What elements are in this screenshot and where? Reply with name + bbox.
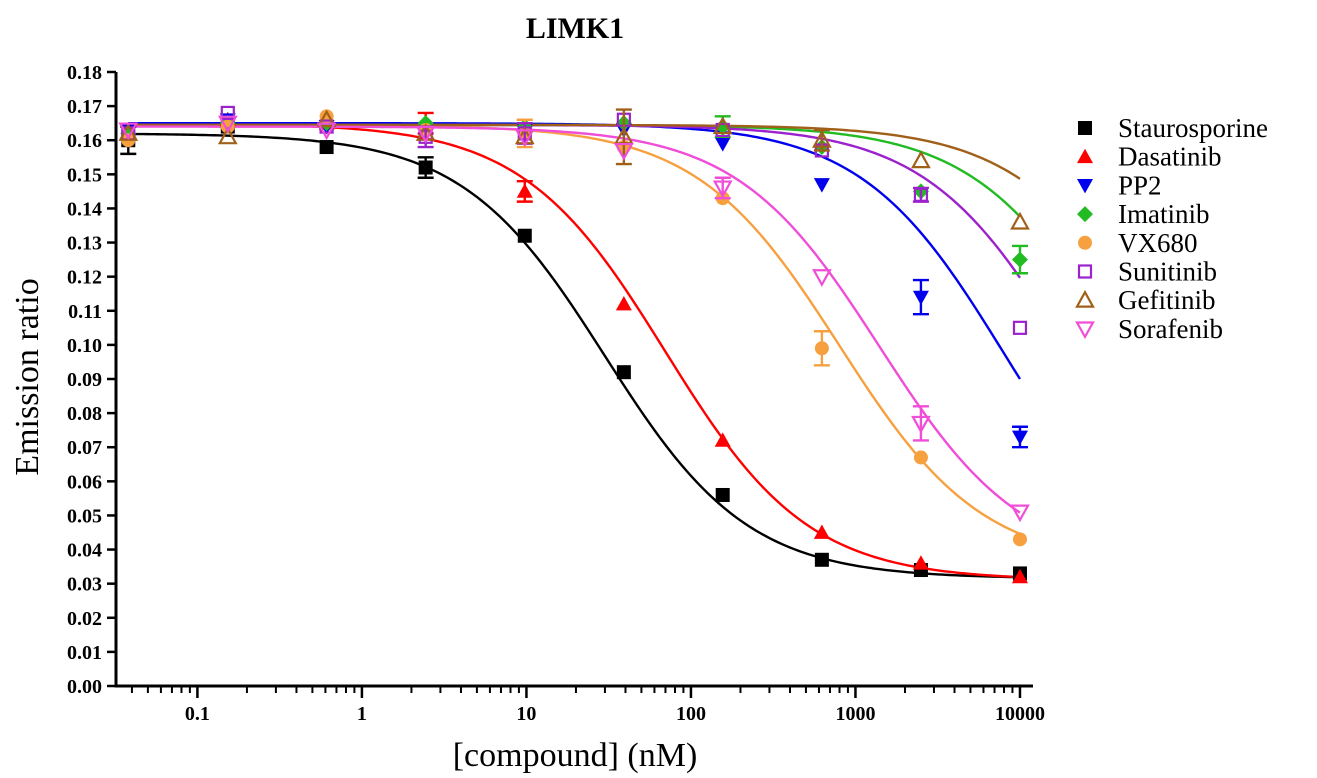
legend-label-gefitinib: Gefitinib [1118,285,1215,315]
data-point-dasatinib [813,524,830,539]
data-point-pp2 [1011,430,1028,445]
y-tick-label: 0.00 [67,676,102,698]
data-point-vx680 [913,450,928,465]
axes: 0.00 0.01 0.02 0.03 0.04 0.05 0.06 0.07 0.08 0.09… [67,62,1045,725]
legend-marker-gefitinib [1075,289,1095,308]
data-point-dasatinib [1011,568,1028,584]
data-point-imatinib [1011,251,1028,268]
fit-curve-sunitinib [128,123,1021,279]
data-point-staurosporine [814,552,829,567]
legend: StaurosporineDasatinibPP2ImatinibVX680Su… [1075,113,1268,344]
y-tick-label: 0.01 [67,642,102,664]
data-point-staurosporine [517,228,532,243]
data-point-gefitinib [812,129,832,148]
data-point-staurosporine [616,365,631,380]
data-point-sorafenib [415,125,436,144]
x-tick-label: 1000 [835,703,875,725]
data-point-pp2 [813,178,830,193]
data-point-gefitinib [316,109,337,128]
fit-curve-sorafenib [128,125,1021,514]
data-point-gefitinib [1010,211,1030,230]
x-tick-label: 0.1 [185,703,210,725]
legend-label-imatinib: Imatinib [1118,199,1209,229]
data-point-vx680 [814,341,829,356]
y-tick-label: 0.06 [67,471,102,493]
data-point-staurosporine [418,160,433,175]
y-tick-label: 0.04 [67,540,102,562]
data-point-imatinib [714,118,731,135]
fit-curve-pp2 [128,121,1021,380]
y-tick-label: 0.14 [67,198,102,220]
data-point-dasatinib [714,432,731,447]
data-point-staurosporine [715,487,730,502]
data-point-dasatinib [912,555,929,570]
data-point-dasatinib [516,183,533,198]
y-axis-label: Emission ratio [9,278,46,475]
legend-label-vx680: VX680 [1118,228,1198,258]
data-point-sorafenib [613,142,634,161]
data-point-pp2 [714,137,731,152]
data-point-sunitinib [913,187,929,202]
legend-marker-vx680 [1078,235,1092,250]
plot-area [118,105,1030,584]
chart-title: LIMK1 [526,12,624,45]
legend-label-sunitinib: Sunitinib [1118,257,1217,287]
legend-marker-staurosporine [1078,121,1092,135]
data-point-vx680 [1012,532,1027,547]
legend-marker-sunitinib [1077,264,1093,279]
fit-curve-vx680 [128,123,1021,535]
y-tick-label: 0.03 [67,574,102,596]
data-point-sorafenib [217,115,238,134]
x-tick-label: 10 [516,703,536,725]
y-tick-label: 0.16 [67,130,102,152]
data-point-sorafenib [514,129,535,148]
y-tick-label: 0.05 [67,505,102,527]
y-tick-label: 0.09 [67,369,102,391]
data-point-sunitinib [1012,320,1028,335]
fit-curve-dasatinib [128,122,1021,579]
y-tick-label: 0.15 [67,164,102,186]
legend-label-staurosporine: Staurosporine [1118,113,1268,143]
y-tick-label: 0.07 [67,437,102,459]
x-tick-label: 100 [676,703,706,725]
legend-label-sorafenib: Sorafenib [1118,314,1223,344]
y-tick-label: 0.11 [68,301,102,323]
x-tick-label: 1 [357,703,367,725]
data-point-sorafenib [316,122,337,141]
y-tick-label: 0.12 [67,267,102,289]
legend-marker-dasatinib [1077,148,1093,164]
data-point-sorafenib [812,269,832,287]
legend-marker-sorafenib [1075,321,1095,340]
data-point-gefitinib [911,150,931,169]
data-point-sunitinib [220,105,235,121]
y-tick-label: 0.18 [67,62,102,84]
data-point-sorafenib [712,180,733,199]
data-point-staurosporine [319,140,334,155]
data-point-gefitinib [217,126,238,145]
y-tick-label: 0.13 [67,233,102,255]
x-tick-label: 10000 [995,703,1045,725]
y-tick-label: 0.17 [67,96,102,118]
legend-marker-pp2 [1077,179,1093,194]
data-point-pp2 [912,290,929,306]
y-tick-label: 0.02 [67,608,102,630]
fit-curve-gefitinib [128,123,1021,180]
data-point-sorafenib [911,415,931,434]
y-tick-label: 0.10 [67,335,102,357]
fit-curve-imatinib [128,123,1021,218]
data-point-dasatinib [615,295,632,311]
fit-curve-staurosporine [128,132,1020,579]
data-point-sorafenib [118,122,139,141]
legend-label-dasatinib: Dasatinib [1118,142,1221,172]
legend-marker-imatinib [1077,206,1093,223]
legend-label-pp2: PP2 [1118,170,1162,200]
y-tick-label: 0.08 [67,403,102,425]
x-axis-label: [compound] (nM) [453,737,698,774]
data-point-gefitinib [712,116,733,135]
data-point-sorafenib [1010,504,1030,523]
